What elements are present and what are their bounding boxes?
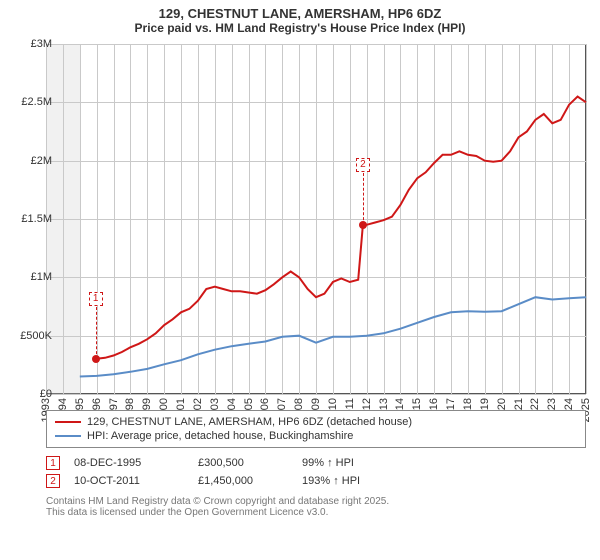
transaction-hpi: 193% ↑ HPI	[302, 475, 412, 487]
legend-item: 129, CHESTNUT LANE, AMERSHAM, HP6 6DZ (d…	[55, 415, 577, 429]
transaction-index-badge: 2	[46, 474, 60, 488]
legend-item: HPI: Average price, detached house, Buck…	[55, 429, 577, 443]
legend-swatch-icon	[55, 421, 81, 423]
transaction-date: 10-OCT-2011	[74, 475, 184, 487]
chart-subtitle: Price paid vs. HM Land Registry's House …	[0, 21, 600, 35]
footer-line: This data is licensed under the Open Gov…	[46, 507, 586, 518]
title-block: 129, CHESTNUT LANE, AMERSHAM, HP6 6DZ Pr…	[0, 0, 600, 37]
series-svg	[46, 44, 586, 394]
table-row: 1 08-DEC-1995 £300,500 99% ↑ HPI	[46, 454, 586, 472]
transaction-index-badge: 1	[46, 456, 60, 470]
transaction-hpi: 99% ↑ HPI	[302, 457, 412, 469]
chart-title: 129, CHESTNUT LANE, AMERSHAM, HP6 6DZ	[0, 6, 600, 21]
transactions-table: 1 08-DEC-1995 £300,500 99% ↑ HPI 2 10-OC…	[46, 454, 586, 490]
transaction-date: 08-DEC-1995	[74, 457, 184, 469]
chart-container: 129, CHESTNUT LANE, AMERSHAM, HP6 6DZ Pr…	[0, 0, 600, 560]
transaction-marker-label: 2	[356, 158, 370, 172]
legend-label: HPI: Average price, detached house, Buck…	[87, 430, 353, 442]
series-price_paid	[96, 97, 586, 359]
transaction-point	[359, 221, 367, 229]
series-hpi	[80, 297, 586, 376]
transaction-point	[92, 355, 100, 363]
y-tick-label: £2M	[8, 155, 52, 167]
legend-and-footer: 129, CHESTNUT LANE, AMERSHAM, HP6 6DZ (d…	[46, 410, 586, 518]
marker-connector	[96, 307, 97, 359]
y-tick-label: £500K	[8, 330, 52, 342]
gridline-h	[46, 394, 586, 395]
gridline-v	[586, 44, 587, 394]
transaction-price: £1,450,000	[198, 475, 288, 487]
y-tick-label: £3M	[8, 38, 52, 50]
marker-connector	[363, 173, 364, 225]
transaction-marker-label: 1	[89, 292, 103, 306]
legend-box: 129, CHESTNUT LANE, AMERSHAM, HP6 6DZ (d…	[46, 410, 586, 448]
footer-attribution: Contains HM Land Registry data © Crown c…	[46, 496, 586, 518]
plot-area: 12	[46, 44, 586, 394]
y-tick-label: £1M	[8, 271, 52, 283]
y-tick-label: £2.5M	[8, 96, 52, 108]
legend-swatch-icon	[55, 435, 81, 437]
y-tick-label: £1.5M	[8, 213, 52, 225]
transaction-price: £300,500	[198, 457, 288, 469]
footer-line: Contains HM Land Registry data © Crown c…	[46, 496, 586, 507]
legend-label: 129, CHESTNUT LANE, AMERSHAM, HP6 6DZ (d…	[87, 416, 412, 428]
table-row: 2 10-OCT-2011 £1,450,000 193% ↑ HPI	[46, 472, 586, 490]
